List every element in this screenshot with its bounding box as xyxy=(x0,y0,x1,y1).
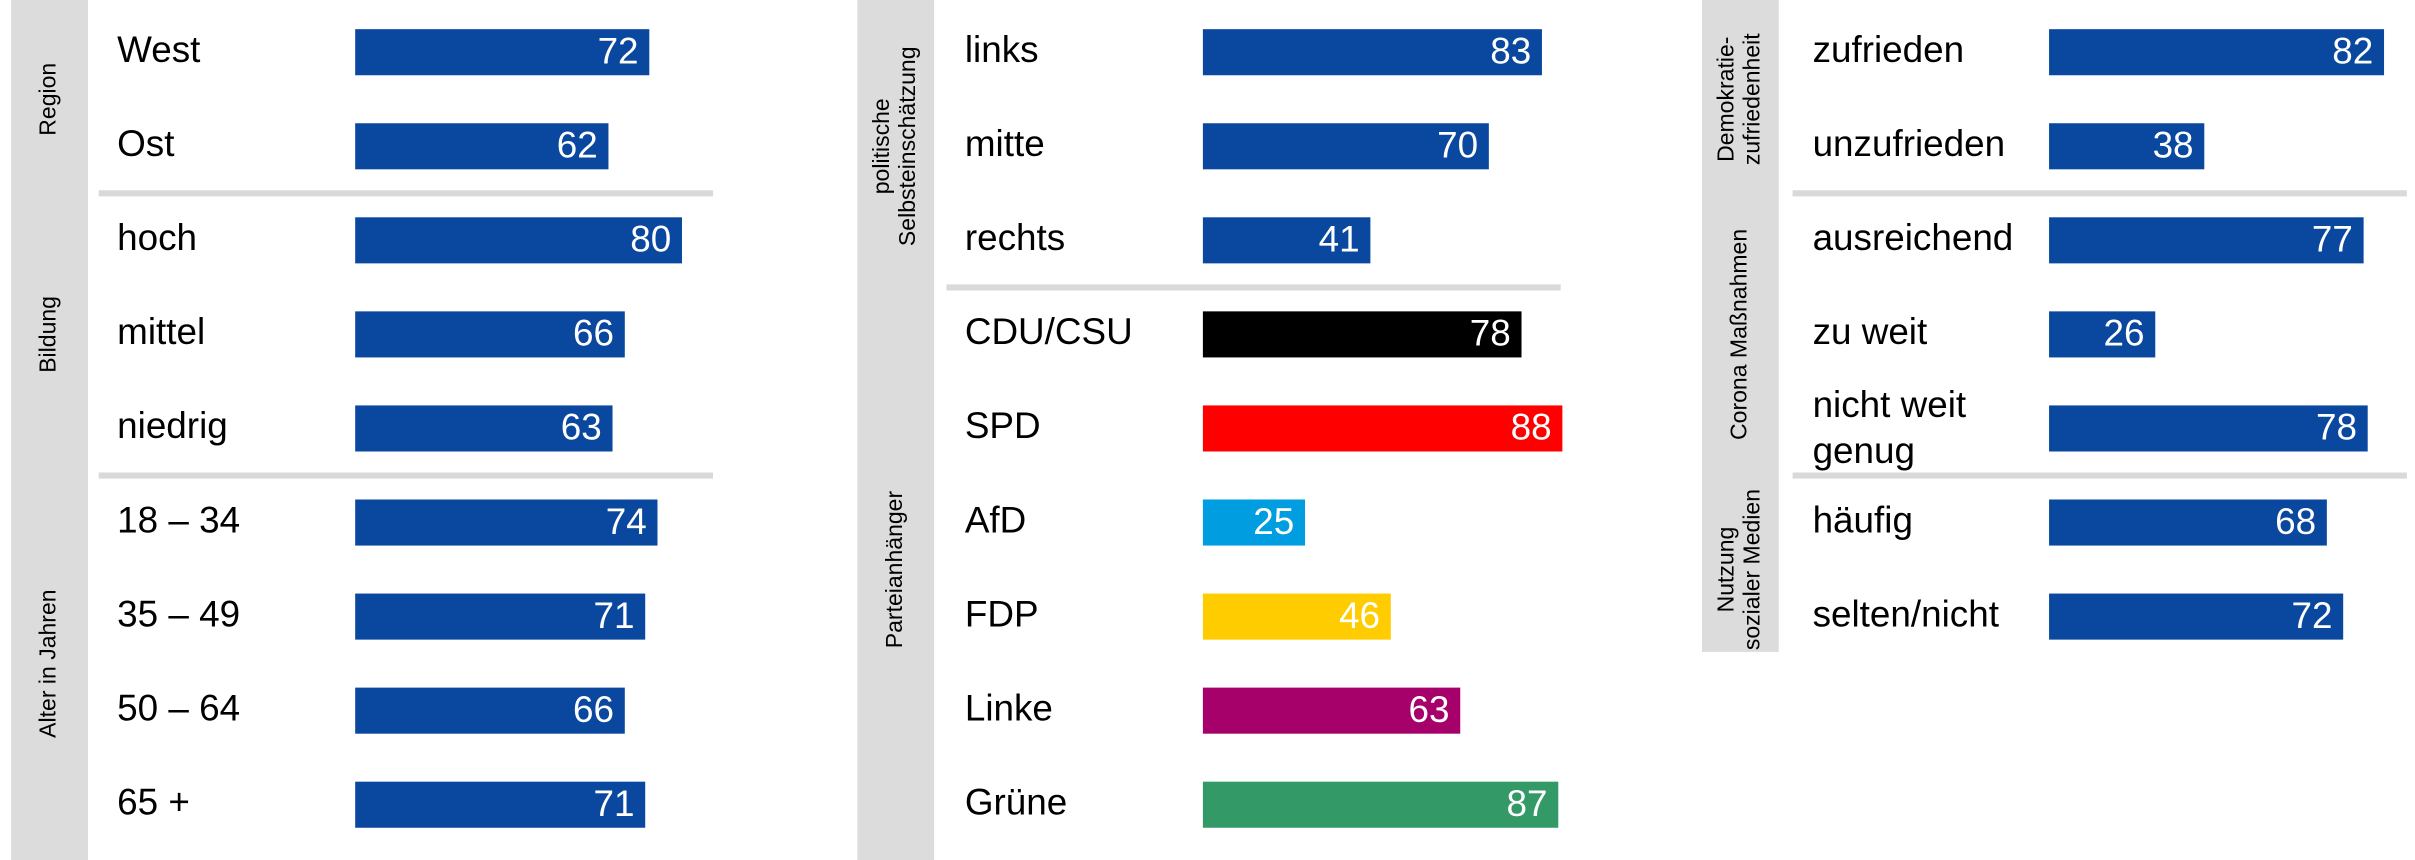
group-label: sozialer Medien xyxy=(1739,489,1765,650)
category-label: Grüne xyxy=(965,781,1067,822)
category-label: 35 – 49 xyxy=(117,593,240,634)
category-label: mittel xyxy=(117,311,205,352)
value-label: 63 xyxy=(561,407,602,448)
bar xyxy=(1202,217,1371,264)
category-label: AfD xyxy=(965,499,1026,540)
bar xyxy=(2049,123,2205,170)
category-label: rechts xyxy=(965,217,1065,258)
value-label: 82 xyxy=(2332,30,2373,71)
group-label: Nutzung xyxy=(1712,527,1738,613)
category-label: SPD xyxy=(965,405,1041,446)
value-label: 63 xyxy=(1409,689,1450,730)
bar xyxy=(355,311,625,358)
category-label: mitte xyxy=(965,123,1045,164)
value-label: 74 xyxy=(606,501,647,542)
bar xyxy=(2049,593,2344,640)
group-label: Parteianhänger xyxy=(881,491,907,649)
value-label: 70 xyxy=(1437,125,1478,166)
category-label: West xyxy=(117,29,200,70)
category-label: FDP xyxy=(965,593,1039,634)
value-label: 66 xyxy=(573,689,614,730)
bar xyxy=(355,123,609,170)
category-label: häufig xyxy=(1813,499,1913,540)
bar xyxy=(355,781,646,828)
group-label: politische xyxy=(868,98,894,194)
bar xyxy=(2049,311,2156,358)
bar xyxy=(2049,405,2368,452)
value-label: 71 xyxy=(593,783,634,824)
category-label: niedrig xyxy=(117,405,228,446)
category-label: zu weit xyxy=(1813,311,1928,352)
bar xyxy=(355,405,613,452)
value-label: 38 xyxy=(2153,125,2194,166)
group-label: Selbsteinschätzung xyxy=(894,46,920,246)
bar xyxy=(355,593,646,640)
bar xyxy=(1202,123,1489,170)
bar xyxy=(355,29,650,76)
group-label: Alter in Jahren xyxy=(35,589,61,737)
value-label: 88 xyxy=(1511,407,1552,448)
bar xyxy=(1202,311,1522,358)
value-label: 25 xyxy=(1253,501,1294,542)
bar xyxy=(1202,593,1391,640)
bar xyxy=(1202,687,1461,734)
bar xyxy=(355,687,625,734)
category-label: 65 + xyxy=(117,781,190,822)
group-label: Demokratie- xyxy=(1712,37,1738,162)
value-label: 46 xyxy=(1339,595,1380,636)
category-label: nicht weit genug xyxy=(1813,384,1977,471)
value-label: 68 xyxy=(2275,501,2316,542)
value-label: 41 xyxy=(1319,219,1360,260)
bar xyxy=(2049,217,2364,264)
category-label: selten/nicht xyxy=(1813,593,1999,634)
value-label: 78 xyxy=(1470,313,1511,354)
category-label: links xyxy=(965,29,1039,70)
value-label: 80 xyxy=(630,219,671,260)
bar xyxy=(1202,29,1542,76)
value-label: 83 xyxy=(1490,30,1531,71)
category-label: ausreichend xyxy=(1813,217,2014,258)
value-label: 72 xyxy=(598,30,639,71)
value-label: 77 xyxy=(2312,219,2353,260)
group-sidebar xyxy=(1702,0,1779,652)
value-label: 26 xyxy=(2104,313,2145,354)
value-label: 78 xyxy=(2316,407,2357,448)
category-label: 18 – 34 xyxy=(117,499,240,540)
bar xyxy=(2049,29,2385,76)
value-label: 72 xyxy=(2291,595,2332,636)
group-sidebar xyxy=(11,0,88,860)
value-label: 71 xyxy=(593,595,634,636)
bar xyxy=(355,499,658,546)
group-label: Bildung xyxy=(35,296,61,373)
category-label: Ost xyxy=(117,123,174,164)
value-label: 87 xyxy=(1507,783,1548,824)
bar xyxy=(2049,499,2327,546)
group-label: Corona Maßnahmen xyxy=(1725,229,1751,440)
group-label: Region xyxy=(35,63,61,136)
bar xyxy=(1202,499,1306,546)
category-label: zufrieden xyxy=(1813,29,1965,70)
group-label: zufriedenheit xyxy=(1739,33,1765,165)
bar xyxy=(1202,405,1563,452)
category-label: hoch xyxy=(117,217,197,258)
value-label: 66 xyxy=(573,313,614,354)
category-label: Linke xyxy=(965,687,1053,728)
value-label: 62 xyxy=(557,125,598,166)
bar xyxy=(355,217,682,264)
group-sidebar xyxy=(857,0,935,860)
category-label: CDU/CSU xyxy=(965,311,1133,352)
category-label: 50 – 64 xyxy=(117,687,240,728)
bar xyxy=(1202,781,1559,828)
category-label: unzufrieden xyxy=(1813,123,2006,164)
